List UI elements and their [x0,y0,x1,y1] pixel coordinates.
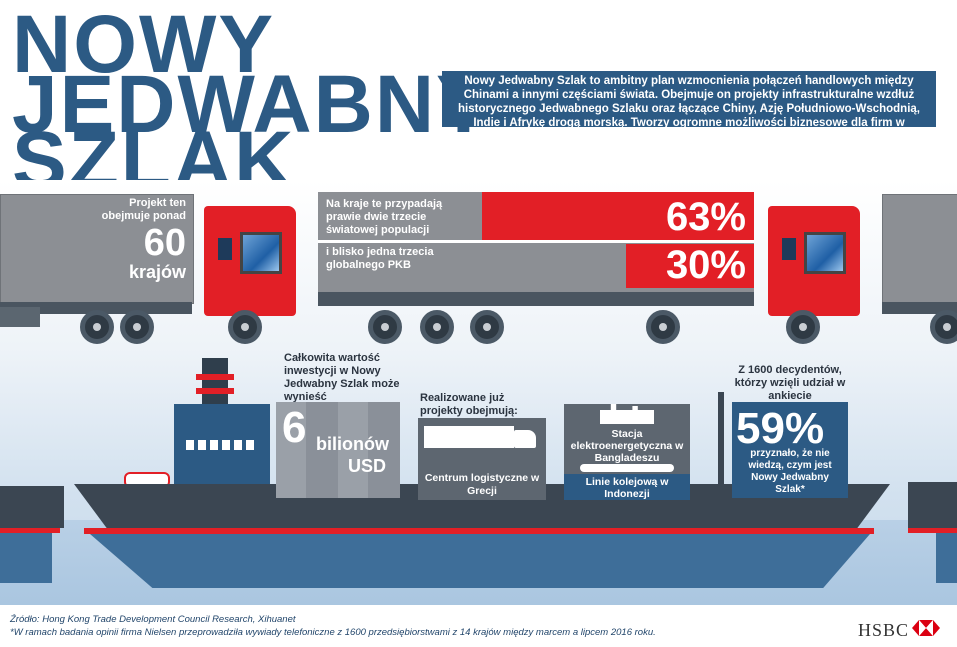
ship-right-stripe [908,528,957,533]
ship-waterline [84,528,874,534]
intro-text: Nowy Jedwabny Szlak to ambitny plan wzmo… [442,71,936,143]
footer-source: Źródło: Hong Kong Trade Development Coun… [10,614,296,625]
investment-number: 6 [282,403,307,452]
survey-label: Z 1600 decydentów, którzy wzięli udział … [734,364,846,402]
stat-value-gdp: 30% [665,243,746,287]
truck-icon [424,426,514,448]
truck-center-window [804,232,846,274]
survey-container [732,402,848,498]
train-icon [580,464,674,472]
truck-left-wheel-3 [228,310,262,344]
project-item-1: Centrum logistyczne w Grecji [424,472,540,497]
hsbc-wordmark: HSBC [858,620,910,640]
stat-label-population: Na kraje te przypadają prawie dwie trzec… [326,198,443,236]
truck-center-wheel-3 [470,310,504,344]
title-line-1: NOWY [12,0,276,90]
project-item-2-bottom: Linie kolejową w Indonezji [585,476,669,500]
truck1-unit: krajów [128,262,186,282]
stat-divider [318,240,754,243]
truck-center-mirror [782,238,796,260]
investment-container [276,402,400,498]
truck-icon-cab [514,430,536,448]
truck-center-wheel-2 [420,310,454,344]
investment-unit-1: bilionów [316,434,389,454]
projects-container-2-band [564,474,690,500]
ship-left-stripe [0,528,60,533]
stat-bar-gdp [626,244,754,288]
truck-left-window [240,232,282,274]
truck-right-wheel [930,310,957,344]
truck1-label: Projekt ten obejmuje ponad [101,197,186,222]
survey-caption: przyznało, że nie wiedzą, czym jest Nowy… [748,448,832,495]
ship-left-partial [0,486,64,528]
truck-left-wheel-1 [80,310,114,344]
ship-right-partial [908,482,957,528]
survey-value: 59% [736,404,825,453]
ship-funnel-stripe-1 [196,374,234,380]
truck-left-trailer [0,194,194,304]
footer-background [0,605,957,647]
truck1-number: 60 [143,222,186,264]
investment-unit-2: USD [348,456,387,476]
footer-note: *W ramach badania opinii firma Nielsen p… [10,627,656,638]
title-line-2: JEDWABNY [12,59,493,150]
investment-label: Całkowita wartość inwestycji w Nowy Jedw… [284,352,400,403]
ship-right-lower [936,533,957,583]
truck-left-wheel-2 [120,310,154,344]
stat-label-gdp: i blisko jedna trzecia globalnego PKB [326,246,434,271]
truck-right-trailer [882,194,957,304]
projects-label: Realizowane już projekty obejmują: [420,392,518,417]
ship-hull-lower [90,534,870,588]
truck-center-chassis [318,292,754,306]
truck-center-wheel-5 [786,310,820,344]
truck-left-bumper [0,307,40,327]
truck-left-mirror [218,238,232,260]
hsbc-logo-icon [912,620,940,636]
ship-funnel-stripe-2 [196,388,234,394]
truck-center-wheel-1 [368,310,402,344]
ship-bridge-windows [186,440,258,450]
ship-left-lower [0,533,52,583]
truck-center-wheel-4 [646,310,680,344]
ship-mast [718,392,724,486]
project-item-2-top: Stacja elektroenergetyczna w Bangladeszu [570,428,684,464]
stat-bar-population [482,192,754,240]
stat-value-population: 63% [665,195,746,239]
